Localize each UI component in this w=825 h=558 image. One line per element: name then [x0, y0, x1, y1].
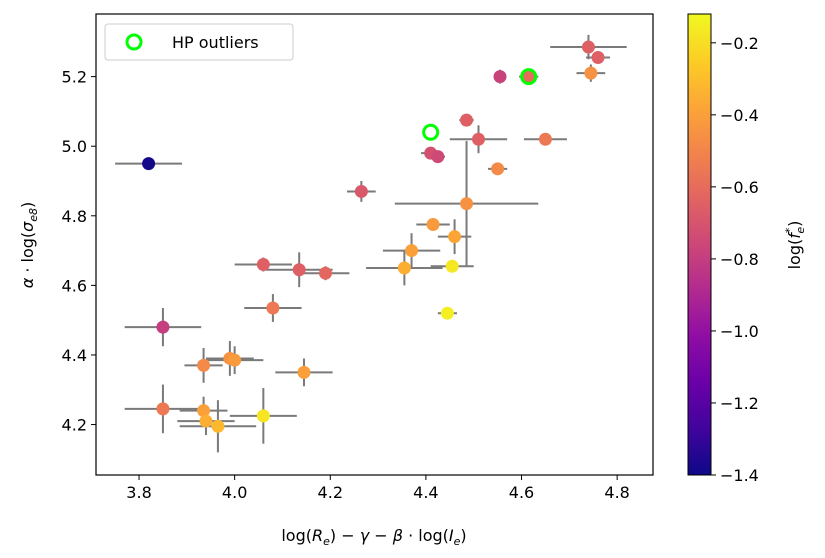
cb-tick-label-2: −0.6 [720, 178, 759, 197]
data-point-32 [584, 66, 598, 80]
legend: HP outliers [104, 23, 294, 61]
x-axis-label: log(Re) − γ − β · log(Ie) [281, 526, 466, 548]
data-point-26 [471, 132, 485, 146]
y-axis-ticks: 4.2 4.4 4.6 4.8 5.0 5.2 [62, 68, 96, 435]
data-point-12 [292, 263, 306, 277]
data-point-6 [211, 419, 225, 433]
cb-tick-label-1: −0.4 [720, 106, 759, 125]
y-tick-label-5: 5.2 [62, 68, 87, 87]
y-tick-label-4: 5.0 [62, 137, 87, 156]
cb-tick-label-5: −1.2 [720, 394, 759, 413]
legend-box [104, 23, 294, 61]
point-layer [142, 40, 605, 433]
y-axis-label: α · log(σe8) [18, 202, 40, 289]
errorbar-layer [115, 34, 627, 453]
cb-tick-label-0: −0.2 [720, 34, 759, 53]
colorbar-ticks: −0.2 −0.4 −0.6 −0.8 −1.0 −1.2 −1.4 [711, 34, 759, 485]
x-tick-label-1: 4.0 [222, 483, 247, 502]
data-point-14 [318, 266, 332, 280]
data-point-21 [440, 306, 454, 320]
data-point-4 [197, 404, 211, 418]
data-point-9 [256, 409, 270, 423]
data-point-1 [156, 320, 170, 334]
data-point-3 [197, 358, 211, 372]
data-point-28 [493, 70, 507, 84]
x-tick-label-5: 4.8 [604, 483, 629, 502]
legend-label: HP outliers [172, 33, 259, 52]
plot-frame [95, 13, 654, 476]
cb-tick-label-4: −1.0 [720, 322, 759, 341]
legend-outlier-marker [125, 33, 143, 51]
data-point-18 [426, 217, 440, 231]
data-point-24 [460, 197, 474, 211]
data-point-20 [431, 150, 445, 164]
data-point-0 [142, 157, 156, 171]
cb-tick-label-3: −0.8 [720, 250, 759, 269]
y-tick-label-1: 4.4 [62, 346, 87, 365]
data-point-17 [405, 244, 419, 258]
data-point-2 [156, 402, 170, 416]
x-tick-label-0: 3.8 [126, 483, 151, 502]
data-point-33 [591, 50, 605, 64]
data-point-13 [297, 365, 311, 379]
data-point-15 [354, 184, 368, 198]
data-point-5 [199, 414, 213, 428]
data-point-11 [266, 301, 280, 315]
x-tick-label-4: 4.6 [509, 483, 534, 502]
data-point-29 [522, 70, 536, 84]
colorbar: −0.2 −0.4 −0.6 −0.8 −1.0 −1.2 −1.4 log(f*e) [687, 13, 807, 485]
x-tick-label-2: 4.2 [318, 483, 343, 502]
cb-tick-label-6: −1.4 [720, 466, 759, 485]
colorbar-label: log(f*e) [783, 221, 807, 270]
outlier-marker-1 [520, 68, 538, 86]
data-point-8 [228, 353, 242, 367]
outlier-layer [422, 68, 538, 141]
x-axis-ticks: 3.8 4.0 4.2 4.4 4.6 4.8 [126, 475, 630, 502]
x-tick-label-3: 4.4 [413, 483, 438, 502]
colorbar-gradient [687, 13, 712, 476]
data-point-31 [581, 40, 595, 54]
data-point-27 [491, 162, 505, 176]
data-point-16 [397, 261, 411, 275]
y-tick-label-0: 4.2 [62, 416, 87, 435]
y-tick-label-2: 4.6 [62, 276, 87, 295]
data-point-10 [256, 258, 270, 272]
data-point-30 [538, 132, 552, 146]
data-point-23 [448, 230, 462, 244]
data-point-22 [445, 259, 459, 273]
outlier-marker-0 [422, 123, 440, 141]
data-point-25 [460, 113, 474, 127]
y-tick-label-3: 4.8 [62, 207, 87, 226]
